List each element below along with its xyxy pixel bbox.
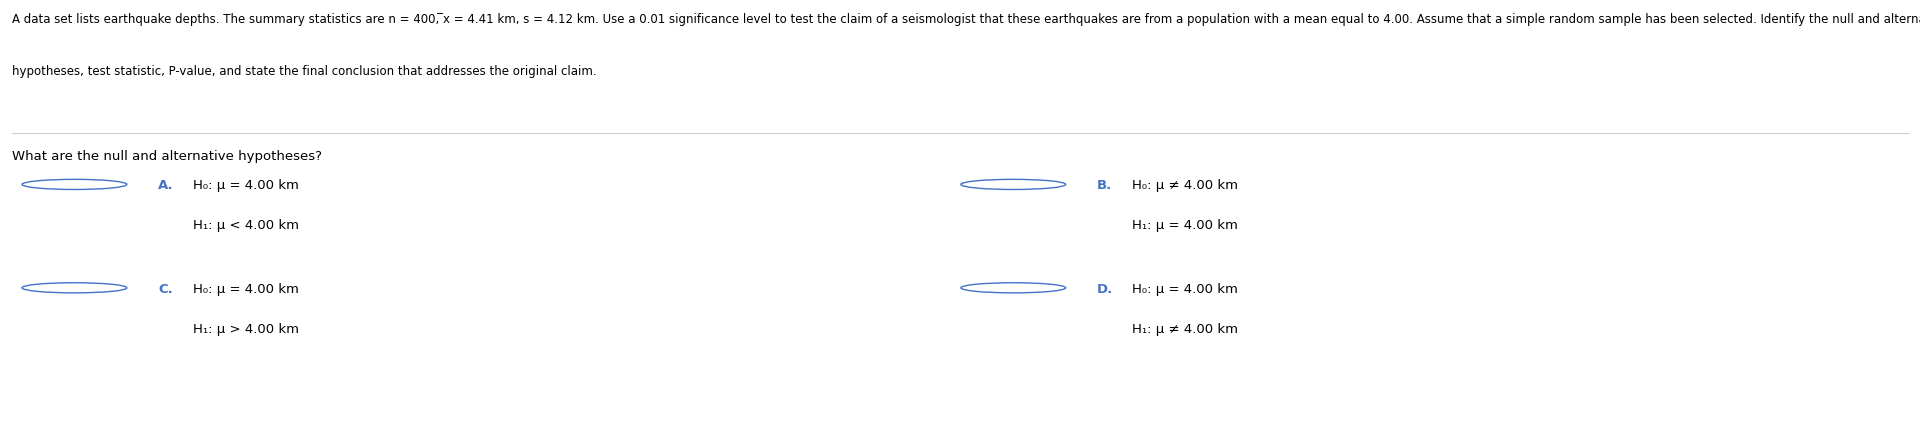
Text: H₀: μ ≠ 4.00 km: H₀: μ ≠ 4.00 km bbox=[1131, 179, 1238, 192]
Text: A.: A. bbox=[157, 179, 175, 192]
Text: What are the null and alternative hypotheses?: What are the null and alternative hypoth… bbox=[12, 150, 321, 163]
Text: H₁: μ > 4.00 km: H₁: μ > 4.00 km bbox=[192, 323, 300, 336]
Text: B.: B. bbox=[1096, 179, 1112, 192]
Text: H₁: μ = 4.00 km: H₁: μ = 4.00 km bbox=[1131, 219, 1238, 233]
Text: D.: D. bbox=[1096, 283, 1114, 296]
Text: A data set lists earthquake depths. The summary statistics are n = 400, ̅x = 4.4: A data set lists earthquake depths. The … bbox=[12, 13, 1920, 26]
Text: H₁: μ ≠ 4.00 km: H₁: μ ≠ 4.00 km bbox=[1131, 323, 1238, 336]
Text: H₀: μ = 4.00 km: H₀: μ = 4.00 km bbox=[192, 179, 300, 192]
Text: H₀: μ = 4.00 km: H₀: μ = 4.00 km bbox=[1131, 283, 1238, 296]
Text: H₀: μ = 4.00 km: H₀: μ = 4.00 km bbox=[192, 283, 300, 296]
Text: H₁: μ < 4.00 km: H₁: μ < 4.00 km bbox=[192, 219, 300, 233]
Text: C.: C. bbox=[157, 283, 173, 296]
Text: hypotheses, test statistic, P-value, and state the final conclusion that address: hypotheses, test statistic, P-value, and… bbox=[12, 65, 595, 78]
